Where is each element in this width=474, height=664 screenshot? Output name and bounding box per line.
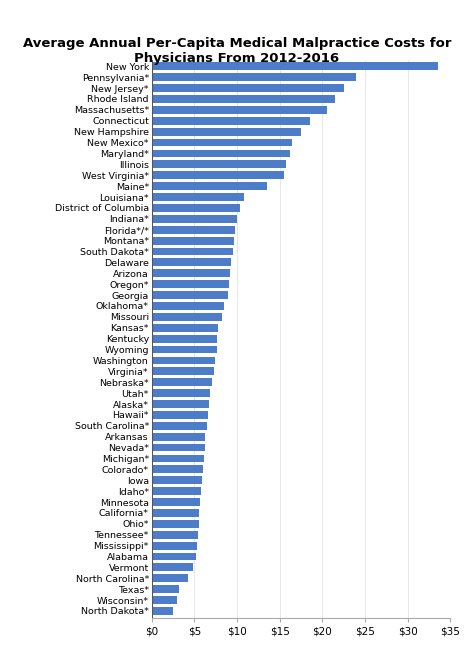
- Bar: [152, 389, 210, 397]
- Bar: [152, 574, 188, 582]
- Bar: [152, 444, 205, 452]
- Bar: [152, 465, 203, 473]
- Bar: [152, 139, 292, 147]
- Bar: [152, 95, 335, 103]
- Bar: [152, 291, 228, 299]
- Bar: [152, 117, 310, 125]
- Bar: [152, 280, 229, 288]
- Bar: [152, 313, 222, 321]
- Bar: [152, 62, 438, 70]
- Bar: [152, 324, 218, 332]
- Bar: [152, 367, 214, 375]
- Bar: [152, 73, 356, 81]
- Bar: [152, 258, 231, 266]
- Bar: [152, 564, 192, 571]
- Bar: [152, 270, 230, 277]
- Bar: [152, 345, 217, 353]
- Bar: [152, 509, 200, 517]
- Bar: [152, 422, 207, 430]
- Bar: [152, 193, 244, 201]
- Bar: [152, 236, 235, 244]
- Bar: [152, 498, 201, 506]
- Bar: [152, 215, 237, 222]
- Bar: [152, 531, 198, 539]
- Bar: [152, 520, 199, 528]
- Bar: [152, 552, 196, 560]
- Bar: [152, 302, 224, 310]
- Bar: [152, 476, 202, 484]
- Bar: [152, 248, 233, 256]
- Bar: [152, 357, 215, 365]
- Bar: [152, 182, 267, 190]
- Bar: [152, 161, 286, 168]
- Bar: [152, 433, 205, 441]
- Bar: [152, 411, 208, 419]
- Bar: [152, 400, 209, 408]
- Bar: [152, 335, 218, 343]
- Bar: [152, 106, 327, 114]
- Bar: [152, 204, 239, 212]
- Bar: [152, 487, 201, 495]
- Bar: [152, 84, 344, 92]
- Bar: [152, 171, 284, 179]
- Text: Average Annual Per-Capita Medical Malpractice Costs for
Physicians From 2012-201: Average Annual Per-Capita Medical Malpra…: [23, 37, 451, 64]
- Bar: [152, 149, 290, 157]
- Bar: [152, 596, 177, 604]
- Bar: [152, 455, 204, 462]
- Bar: [152, 127, 301, 135]
- Bar: [152, 585, 179, 593]
- Bar: [152, 226, 235, 234]
- Bar: [152, 542, 197, 550]
- Bar: [152, 607, 173, 615]
- Bar: [152, 378, 212, 386]
